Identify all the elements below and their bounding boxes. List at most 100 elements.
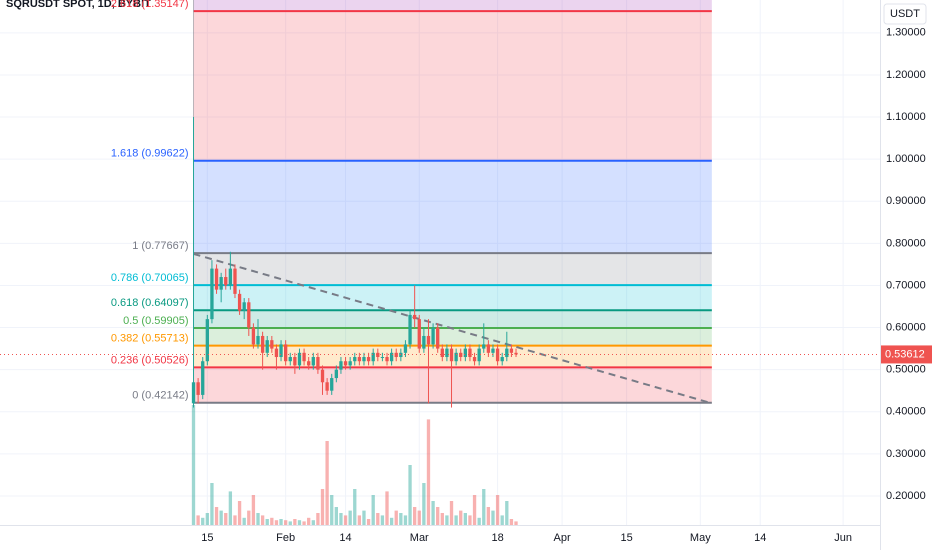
- volume-bar: [191, 405, 196, 525]
- plot-area: [0, 0, 880, 525]
- x-tick-label: May: [690, 532, 711, 544]
- x-tick-label: 15: [201, 532, 213, 544]
- volume-bar: [293, 519, 297, 525]
- volume-bar: [353, 489, 357, 525]
- candle-body: [224, 277, 228, 286]
- candle-body: [316, 357, 320, 370]
- volume-bar: [237, 501, 242, 525]
- volume-bar: [436, 507, 440, 525]
- volume-bar: [270, 517, 274, 525]
- y-tick-label: 1.00000: [886, 153, 926, 165]
- candle-body: [233, 268, 237, 294]
- candle-body: [449, 348, 454, 362]
- candle-body: [214, 268, 219, 290]
- x-tick-label: 14: [339, 532, 351, 544]
- volume-bar: [201, 517, 205, 525]
- candle-body: [472, 357, 477, 362]
- fib-zone: [193, 11, 712, 161]
- last-price-label: 0.53612: [885, 348, 925, 360]
- y-tick-label: 0.30000: [886, 448, 926, 460]
- candle-body: [514, 352, 518, 355]
- fib-level-label: 2.618 (1.35147): [111, 0, 189, 10]
- volume-bar: [413, 507, 417, 525]
- candle-body: [431, 327, 435, 345]
- candle-body: [237, 293, 242, 311]
- candle-body: [256, 335, 260, 345]
- candle-body: [343, 361, 348, 366]
- volume-bar: [214, 507, 219, 525]
- volume-bar: [265, 519, 269, 525]
- candle-body: [445, 348, 449, 358]
- volume-bar: [302, 521, 306, 525]
- volume-bar: [224, 513, 228, 525]
- fib-level-label: 1.618 (0.99622): [111, 148, 189, 160]
- volume-bar: [205, 513, 209, 525]
- currency-button[interactable]: [883, 3, 927, 25]
- fib-level-label: 0.382 (0.55713): [111, 333, 189, 345]
- volume-bar: [486, 507, 491, 525]
- candle-body: [482, 344, 486, 349]
- volume-bar: [362, 510, 366, 525]
- candle-body: [219, 277, 223, 290]
- candle-body: [357, 357, 362, 362]
- volume-bar: [288, 521, 292, 525]
- trendline: [193, 252, 713, 405]
- volume-bar: [376, 513, 380, 525]
- y-tick-label: 1.10000: [886, 111, 926, 123]
- candle-body: [293, 357, 297, 366]
- volume-bar: [210, 483, 214, 525]
- candle-body: [191, 382, 196, 404]
- candle-body: [311, 357, 315, 366]
- volume-bar: [219, 510, 223, 525]
- candle-body: [486, 344, 491, 353]
- volume-bar: [426, 419, 431, 525]
- volume-bar: [454, 515, 458, 525]
- candle-body: [205, 319, 209, 362]
- candle-body: [228, 268, 233, 286]
- volume-bar: [509, 519, 514, 525]
- y-tick-label: 0.80000: [886, 237, 926, 249]
- y-tick-label: 0.70000: [886, 279, 926, 291]
- chart-title: SQRUSDT SPOT, 1D, BYBIT: [6, 0, 151, 10]
- volume-bar: [495, 495, 500, 525]
- volume-bar: [316, 513, 320, 525]
- y-tick-label: 0.20000: [886, 490, 926, 502]
- candle-body: [242, 302, 246, 311]
- volume-bar: [385, 491, 389, 525]
- y-tick-label: 1.30000: [886, 27, 926, 39]
- candle-body: [283, 344, 288, 362]
- volume-bar: [260, 515, 265, 525]
- volume-bar: [459, 510, 463, 525]
- volume-bar: [477, 517, 481, 525]
- fib-level-label: 0 (0.42142): [132, 390, 188, 402]
- candle-body: [403, 344, 408, 353]
- volume-bar: [440, 513, 444, 525]
- x-tick-label: 15: [620, 532, 632, 544]
- volume-bar: [422, 483, 426, 525]
- volume-bar: [491, 510, 495, 525]
- candle-body: [500, 357, 504, 362]
- candle-body: [210, 268, 214, 320]
- volume-bar: [256, 513, 260, 525]
- currency-label[interactable]: USDT: [890, 8, 920, 20]
- candle-body: [380, 357, 385, 359]
- fib-level-label: 1 (0.77667): [132, 240, 188, 252]
- candle-body: [334, 369, 338, 379]
- volume-bar: [196, 515, 200, 525]
- volume-bar: [500, 515, 504, 525]
- candle-body: [260, 335, 265, 353]
- volume-bar: [380, 515, 385, 525]
- fib-zone: [193, 253, 712, 286]
- candle-body: [297, 352, 302, 366]
- candle-body: [307, 361, 311, 366]
- candle-body: [385, 357, 389, 362]
- fib-zone-top: [193, 0, 712, 12]
- volume-bar: [394, 510, 398, 525]
- volume-bar: [311, 520, 315, 525]
- candle-body: [436, 327, 440, 349]
- fib-level-label: 0.5 (0.59905): [123, 315, 188, 327]
- volume-bar: [366, 519, 371, 525]
- volume-bar: [445, 515, 449, 525]
- volume-bar: [463, 513, 467, 525]
